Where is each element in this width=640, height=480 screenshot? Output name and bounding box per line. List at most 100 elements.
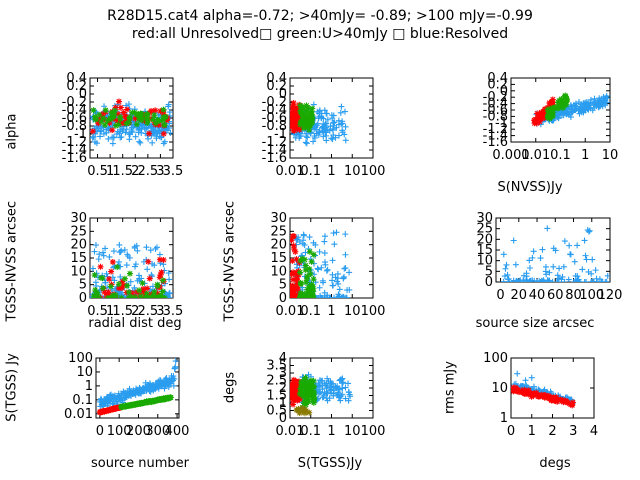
p5-point bbox=[312, 279, 319, 286]
p8-point bbox=[324, 375, 331, 382]
p2-point bbox=[330, 112, 337, 119]
p3-point bbox=[533, 120, 540, 127]
p3-ytick-label: 0.4 bbox=[487, 71, 508, 86]
p2-xtick-label: 0.01 bbox=[276, 164, 305, 179]
p5-xtick-label: 10 bbox=[344, 304, 361, 319]
p5-point bbox=[290, 276, 297, 283]
p1-xtick-label: 1 bbox=[106, 164, 114, 179]
p2-ytick-label: 0.2 bbox=[266, 79, 287, 94]
p4-point bbox=[111, 294, 118, 298]
p2-point bbox=[299, 111, 306, 118]
p8-point bbox=[319, 394, 326, 401]
p8-point bbox=[310, 399, 317, 406]
p8-point bbox=[299, 405, 306, 412]
p4-xtick-label: 3 bbox=[156, 304, 164, 319]
p6-point bbox=[603, 278, 610, 282]
p5-point bbox=[339, 294, 346, 298]
p1-point bbox=[165, 103, 172, 110]
p8-point bbox=[324, 390, 331, 397]
p8-xtick-label: 100 bbox=[361, 424, 386, 439]
p8-point bbox=[301, 376, 308, 383]
p1-point bbox=[138, 117, 145, 124]
p4-point bbox=[92, 286, 99, 293]
p4-xlabel: radial dist deg bbox=[88, 316, 182, 331]
p8-ytick-label: 0 bbox=[279, 411, 287, 426]
p2-point bbox=[294, 106, 301, 113]
p8-point bbox=[305, 393, 312, 400]
p1-ytick-label: -0.4 bbox=[62, 103, 87, 118]
p5-point bbox=[301, 256, 308, 263]
p9-point bbox=[541, 392, 548, 399]
p1-point bbox=[154, 129, 161, 136]
p9-point bbox=[516, 388, 523, 395]
p2-point bbox=[331, 119, 338, 126]
p5-point bbox=[310, 251, 317, 258]
p7-points bbox=[96, 358, 179, 416]
p5-point bbox=[295, 271, 302, 278]
p2-ytick-label: -0.8 bbox=[262, 119, 287, 134]
p4-point bbox=[101, 289, 108, 296]
p4-point bbox=[118, 294, 125, 298]
p8-xlabel: S(TGSS)Jy bbox=[297, 456, 363, 471]
p3-point bbox=[603, 99, 610, 106]
p4-point bbox=[125, 294, 132, 298]
p1-point bbox=[126, 114, 133, 121]
p8-point bbox=[290, 397, 296, 404]
p2-point bbox=[304, 122, 311, 129]
p1-point bbox=[110, 134, 117, 141]
p1-point bbox=[153, 133, 160, 140]
p1-point bbox=[149, 139, 156, 146]
p1-point bbox=[151, 112, 158, 119]
p4-point bbox=[147, 247, 154, 254]
p9-point bbox=[557, 397, 564, 404]
p2-point bbox=[303, 102, 310, 109]
p4-point bbox=[90, 265, 96, 272]
p4-xtick-label: 2.5 bbox=[138, 304, 159, 319]
p2-point bbox=[314, 108, 321, 115]
p5-point bbox=[308, 258, 315, 265]
p4-point bbox=[145, 258, 152, 265]
p4-point bbox=[117, 273, 124, 280]
p4-point bbox=[98, 274, 105, 281]
p9-point bbox=[525, 387, 532, 394]
p5-point bbox=[306, 265, 313, 272]
p1-point bbox=[125, 101, 132, 108]
p4-point bbox=[116, 249, 123, 256]
p4-point bbox=[159, 288, 166, 295]
p5-point bbox=[329, 277, 336, 284]
p4-point bbox=[156, 283, 163, 290]
p9-point bbox=[528, 374, 535, 381]
p2-point bbox=[290, 127, 297, 134]
p9-points bbox=[511, 370, 576, 409]
p1-point bbox=[137, 139, 144, 146]
p5-point bbox=[307, 270, 314, 277]
p8-point bbox=[326, 395, 333, 402]
p5-points bbox=[290, 229, 353, 298]
p5-point bbox=[334, 294, 341, 298]
p1-point bbox=[161, 138, 168, 145]
p5-point bbox=[306, 287, 313, 294]
p6-point bbox=[581, 278, 588, 282]
p5-ytick-label: 30 bbox=[270, 211, 287, 226]
p4-point bbox=[116, 241, 123, 248]
p6-point bbox=[550, 263, 557, 270]
p1-point bbox=[110, 114, 117, 121]
p5-point bbox=[290, 242, 297, 249]
p6-point bbox=[546, 269, 553, 276]
p4-point bbox=[154, 282, 161, 289]
p2-point bbox=[323, 110, 330, 117]
p3-point bbox=[584, 106, 591, 113]
p2-point bbox=[303, 133, 310, 140]
p2-point bbox=[300, 103, 307, 110]
p9-point bbox=[530, 390, 537, 397]
p2-point bbox=[307, 111, 314, 118]
p3-point bbox=[595, 100, 602, 107]
p9-point bbox=[513, 387, 520, 394]
p4-point bbox=[143, 244, 150, 251]
p8-point bbox=[308, 385, 315, 392]
p6-point bbox=[574, 277, 581, 282]
p2-point bbox=[307, 115, 314, 122]
p3-point bbox=[546, 115, 553, 122]
p3-point bbox=[546, 100, 553, 107]
